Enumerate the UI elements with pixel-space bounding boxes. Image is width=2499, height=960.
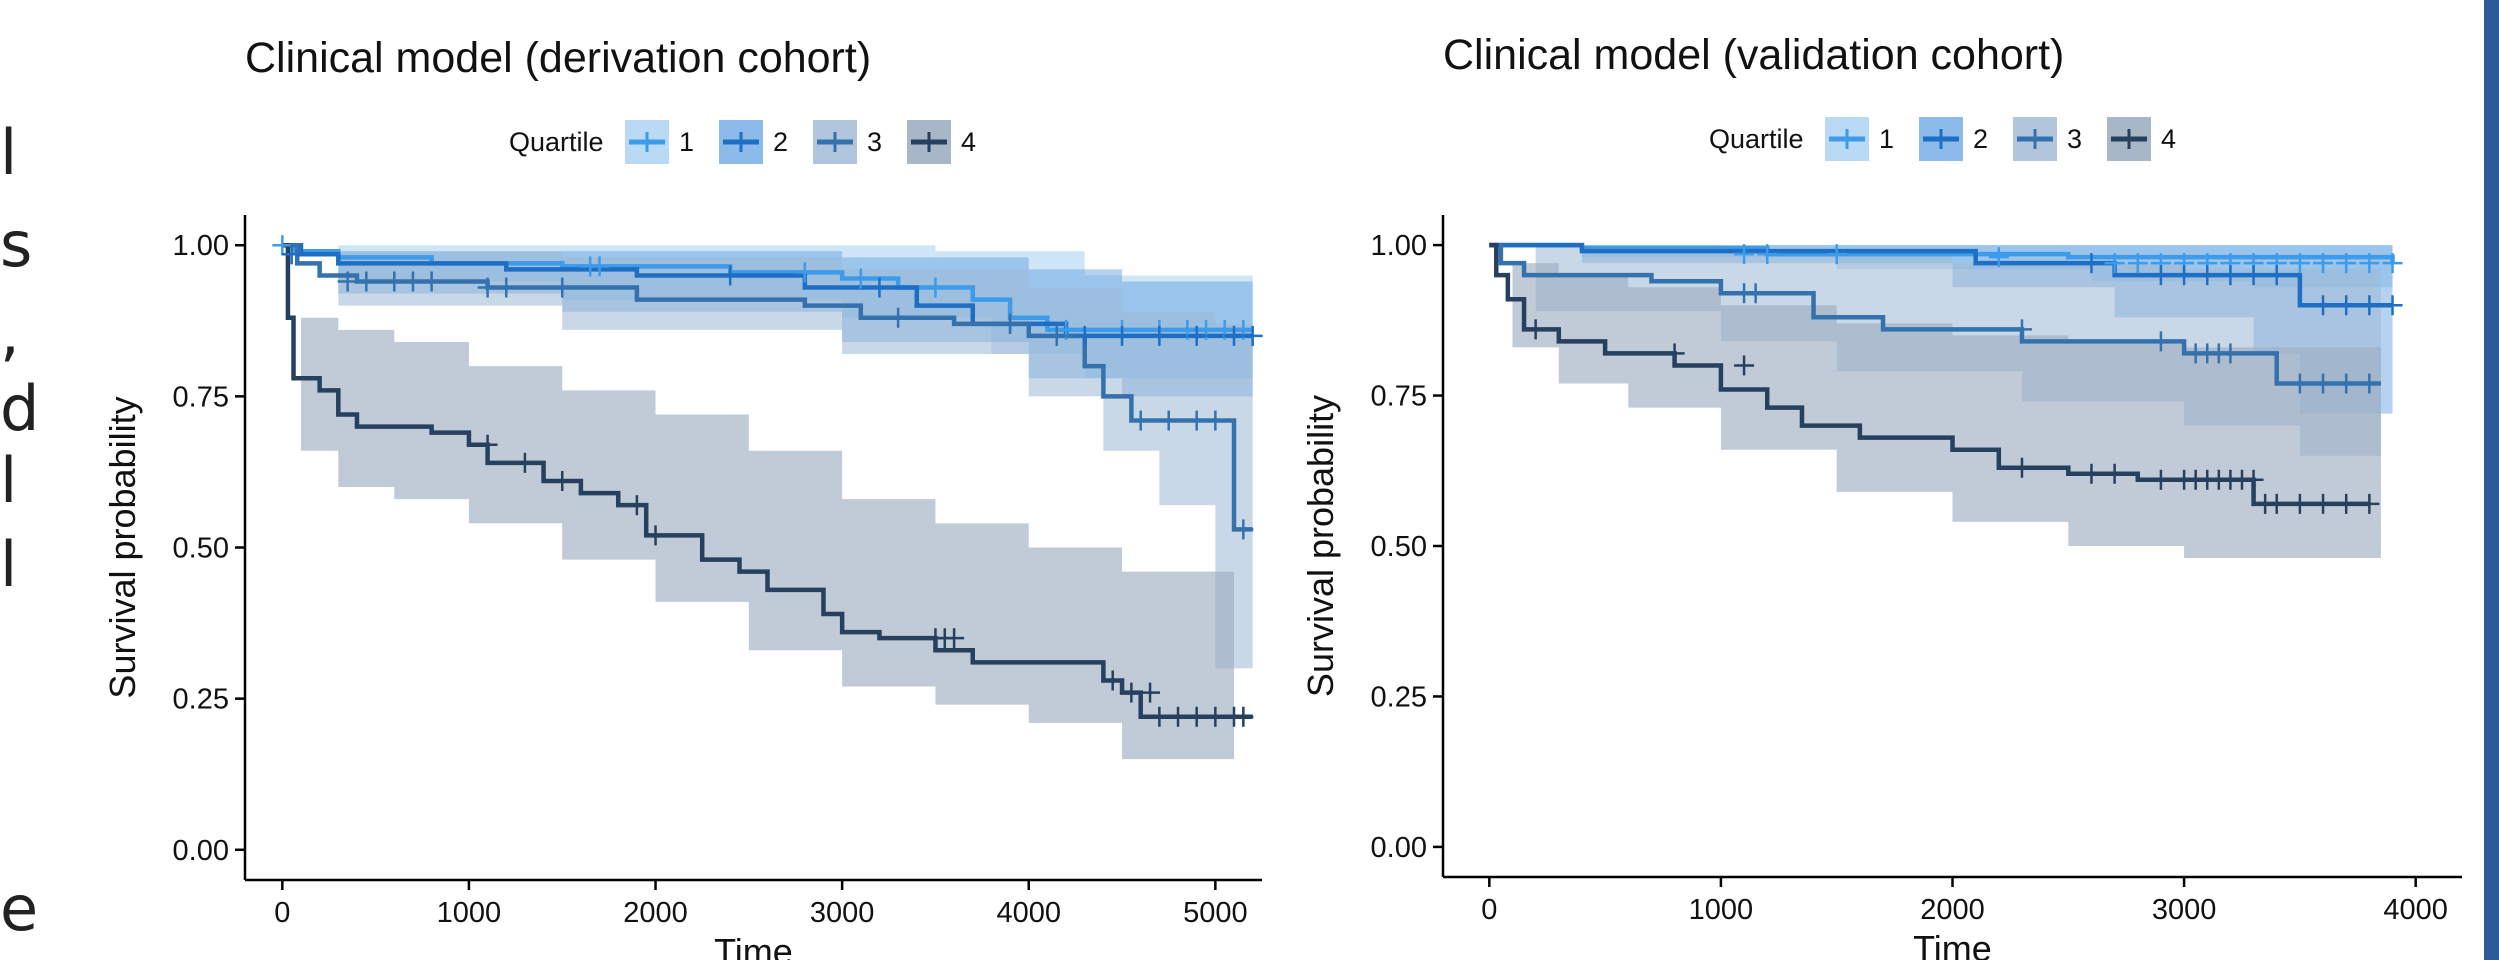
legend-label-2: 2 [773, 127, 788, 157]
legend-label-1: 1 [679, 127, 694, 157]
legend-item-1: 1 [625, 120, 694, 164]
cropped-slide-text: s [0, 208, 33, 281]
chart-panel-1: Clinical model (derivation cohort) Quarti… [102, 34, 1263, 960]
y-tick-label: 0.25 [1371, 681, 1427, 713]
x-tick-label: 1000 [437, 897, 502, 929]
legend-label-3: 3 [867, 127, 882, 157]
y-tick-label: 1.00 [1371, 230, 1427, 262]
y-tick-label: 0.25 [173, 684, 229, 716]
survival-line-2 [1489, 242, 2393, 308]
legend-title: Quartile [509, 127, 604, 157]
y-axis-label: Survival probability [102, 396, 143, 698]
y-tick-label: 0.00 [173, 835, 229, 867]
cropped-slide-text: e [0, 872, 39, 945]
chart-panel-2: Clinical model (validation cohort) Quarti… [1300, 31, 2462, 960]
x-tick-label: 3000 [2152, 894, 2217, 926]
survival-line-4 [282, 242, 1253, 720]
y-tick-label: 0.00 [1371, 832, 1427, 864]
chart-legend: Quartile 1 2 3 4 [1709, 117, 2176, 161]
x-tick-label: 2000 [1920, 894, 1985, 926]
x-tick-label: 4000 [2383, 894, 2448, 926]
x-tick-label: 1000 [1689, 894, 1754, 926]
x-axis-label: Time [1913, 928, 1992, 960]
x-axis-label: Time [714, 931, 793, 960]
x-tick-label: 0 [274, 897, 290, 929]
legend-label-4: 4 [961, 127, 976, 157]
legend-item-3: 3 [2013, 117, 2082, 161]
ci-band-4 [282, 245, 1235, 766]
slide-edge-bar [2484, 0, 2499, 960]
legend-label-4: 4 [2161, 124, 2176, 154]
chart-title: Clinical model (validation cohort) [1443, 31, 2064, 79]
legend-label-2: 2 [1973, 124, 1988, 154]
cropped-slide-text: l [0, 528, 18, 601]
censor-marks [1525, 244, 2403, 514]
ci-bands [282, 245, 1253, 766]
survival-line-4 [1489, 242, 2370, 507]
legend-item-1: 1 [1825, 117, 1894, 161]
ci-bands [1489, 245, 2393, 577]
censor-marks [272, 235, 1263, 727]
x-tick-label: 0 [1481, 894, 1497, 926]
cropped-slide-text: , [0, 296, 20, 369]
legend-item-2: 2 [1919, 117, 1988, 161]
legend-title: Quartile [1709, 124, 1804, 154]
legend-item-3: 3 [813, 120, 882, 164]
survival-curves [282, 242, 1253, 720]
survival-line-3 [282, 242, 1253, 532]
y-tick-label: 0.50 [173, 533, 229, 565]
y-axis-label: Survival probability [1300, 395, 1341, 697]
y-tick-label: 1.00 [173, 230, 229, 262]
legend-item-2: 2 [719, 120, 788, 164]
legend-item-4: 4 [2107, 117, 2176, 161]
cropped-slide-text: l [0, 116, 18, 189]
y-tick-label: 0.50 [1371, 531, 1427, 563]
y-tick-label: 0.75 [1371, 381, 1427, 413]
y-tick-label: 0.75 [173, 381, 229, 413]
x-tick-label: 2000 [623, 897, 688, 929]
ci-band-3 [282, 245, 1253, 669]
x-tick-label: 3000 [810, 897, 875, 929]
legend-item-4: 4 [907, 120, 976, 164]
x-tick-label: 5000 [1183, 897, 1248, 929]
legend-label-1: 1 [1879, 124, 1894, 154]
chart-legend: Quartile 1 2 3 4 [509, 120, 976, 164]
legend-label-3: 3 [2067, 124, 2082, 154]
cropped-slide-text: l [0, 444, 18, 517]
cropped-slide-text: d [0, 372, 40, 445]
x-tick-label: 4000 [996, 897, 1061, 929]
ci-band-4 [1489, 245, 2381, 577]
chart-title: Clinical model (derivation cohort) [245, 34, 871, 82]
